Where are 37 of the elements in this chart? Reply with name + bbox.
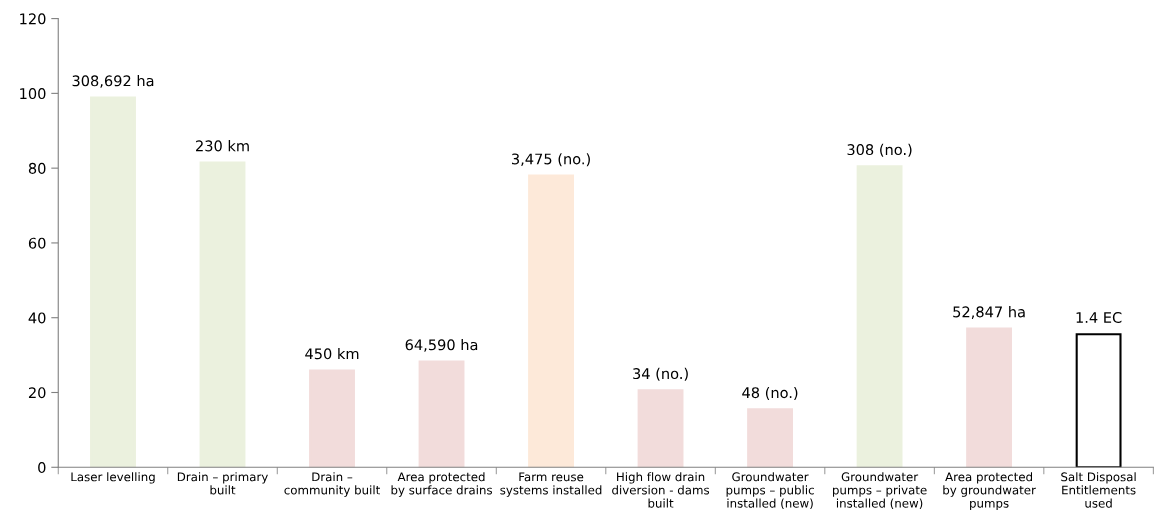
- bar: [199, 161, 246, 468]
- x-tick-label: Drain – primary built: [177, 472, 268, 495]
- y-tick-label: 40: [28, 312, 46, 324]
- bar: [966, 327, 1013, 468]
- bar: [1075, 333, 1122, 468]
- annotation: 52,847 ha: [953, 306, 1025, 319]
- annotation: 308,692 ha: [72, 75, 154, 88]
- x-tick-label: Salt Disposal Entitlements used: [1061, 472, 1136, 508]
- x-tick-label: Farm reuse systems installed: [500, 472, 602, 497]
- y-tick-label: 60: [28, 237, 46, 249]
- bar: [637, 389, 684, 468]
- annotation: 48 (no.): [742, 386, 798, 400]
- y-tick-label: 80: [28, 162, 46, 174]
- bar: [856, 165, 903, 468]
- annotation: 64,590 ha: [405, 339, 478, 352]
- x-tick-label: Area protected by surface drains: [391, 472, 493, 497]
- x-tick-label: Groundwater pumps – public installed (new): [726, 472, 814, 510]
- annotation: 3,475 (no.): [512, 153, 590, 167]
- x-tick-label: Laser levelling: [71, 472, 155, 484]
- x-tick-label: Area protected by groundwater pumps: [943, 472, 1036, 511]
- x-tick-label: High flow drain diversion - dams built: [612, 472, 710, 508]
- annotation: 230 km: [196, 140, 249, 152]
- bar: [747, 408, 794, 468]
- annotation: 34 (no.): [633, 367, 688, 381]
- bar: [90, 96, 136, 468]
- annotation: 308 (no.): [847, 143, 912, 157]
- annotation: 1.4 EC: [1076, 311, 1122, 324]
- y-tick-label: 100: [20, 88, 46, 100]
- x-tick-label: Groundwater pumps – private installed (new): [833, 472, 927, 510]
- y-tick-label: 20: [28, 387, 46, 399]
- bar: [309, 369, 355, 468]
- y-tick-label: 0: [38, 462, 46, 474]
- y-tick-label: 120: [20, 13, 46, 25]
- bar: [418, 360, 465, 468]
- bar: [528, 174, 574, 468]
- annotation: 450 km: [305, 347, 359, 360]
- x-tick-label: Drain – community built: [284, 472, 380, 497]
